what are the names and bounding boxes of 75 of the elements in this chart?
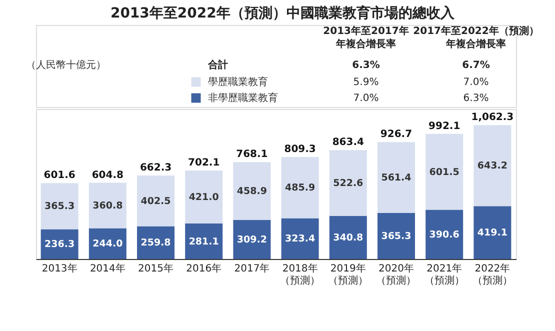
total-label: 992.1: [428, 120, 460, 132]
text: 2017年至2022年（預測）: [413, 25, 539, 37]
bar: [329, 216, 367, 259]
bar: [185, 224, 223, 259]
bar: [377, 142, 415, 213]
total-label: 809.3: [284, 144, 316, 155]
total-label: 601.6: [44, 170, 76, 182]
data-label: 485.9: [285, 182, 316, 194]
bar: [233, 162, 271, 220]
data-label: 458.9: [236, 186, 267, 198]
bar: [281, 218, 319, 259]
bar: [137, 176, 175, 226]
total-label: 702.1: [188, 157, 220, 168]
total-label: 604.8: [92, 170, 124, 181]
bar: [329, 150, 367, 216]
data-label: 601.5: [429, 166, 460, 178]
data-label: 365.3: [381, 230, 412, 242]
x-tick-label: 2015年: [138, 262, 174, 274]
data-label: 390.6: [429, 229, 460, 240]
data-label: 419.1: [477, 228, 508, 239]
legend-label: 非學歷職業教育: [208, 92, 278, 104]
data-label: 236.3: [44, 239, 75, 250]
bar: [426, 134, 464, 210]
x-tick-label: 2019年（預測）: [328, 262, 368, 286]
total-label: 768.1: [236, 149, 268, 160]
text: 7.0%: [353, 93, 379, 104]
bar: [137, 226, 175, 259]
data-label: 360.8: [92, 200, 124, 212]
text: 7.0%: [463, 77, 489, 88]
x-tick-label: 2013年: [42, 262, 78, 274]
text: 合計: [207, 59, 228, 71]
data-label: 281.1: [188, 236, 219, 248]
data-label: 643.2: [477, 160, 508, 172]
legend-label: 學歷職業教育: [208, 76, 268, 88]
x-tick-label: 2022年（預測）: [472, 262, 512, 286]
data-label: 244.0: [92, 238, 124, 250]
text: 年複合增長率: [445, 38, 506, 50]
chart-title: 2013年至2022年（預測）中國職業教育市場的總收入: [110, 4, 456, 22]
text: 6.3%: [352, 60, 380, 71]
total-label: 863.4: [332, 137, 364, 148]
x-tick-label: 2016年: [186, 262, 222, 274]
text: 5.9%: [353, 77, 379, 88]
data-label: 259.8: [140, 238, 172, 249]
x-tick-label: 2020年（預測）: [376, 262, 416, 286]
data-label: 365.3: [44, 201, 75, 212]
total-label: 926.7: [380, 129, 412, 140]
data-label: 402.5: [140, 196, 171, 207]
text: （人民幣十億元）: [26, 59, 106, 71]
bar: [426, 210, 464, 259]
bar: [88, 182, 126, 228]
bar: [233, 220, 271, 259]
total-label: 662.3: [140, 162, 172, 174]
text: 2013年至2017年: [323, 25, 409, 37]
x-tick-label: 2014年: [90, 262, 126, 274]
bar: [474, 125, 512, 206]
bar: [281, 156, 319, 218]
text: 6.7%: [462, 60, 490, 71]
bar: [474, 206, 512, 259]
data-label: 323.4: [285, 234, 316, 245]
x-tick-label: 2018年（預測）: [280, 262, 320, 286]
x-tick-label: 2021年（預測）: [424, 262, 464, 286]
text: 年複合增長率: [335, 38, 396, 50]
data-label: 421.0: [188, 192, 220, 204]
data-label: 340.8: [333, 232, 364, 244]
bar: [40, 229, 78, 259]
data-label: 309.2: [236, 234, 267, 246]
bar: [185, 170, 223, 224]
bar: [377, 212, 415, 259]
data-label: 522.6: [333, 178, 364, 190]
x-tick-label: 2017年: [234, 262, 270, 274]
bar: [88, 228, 126, 259]
total-label: 1,062.3: [471, 112, 514, 124]
data-label: 561.4: [381, 172, 412, 184]
text: 6.3%: [463, 93, 489, 104]
bar: [40, 183, 78, 230]
